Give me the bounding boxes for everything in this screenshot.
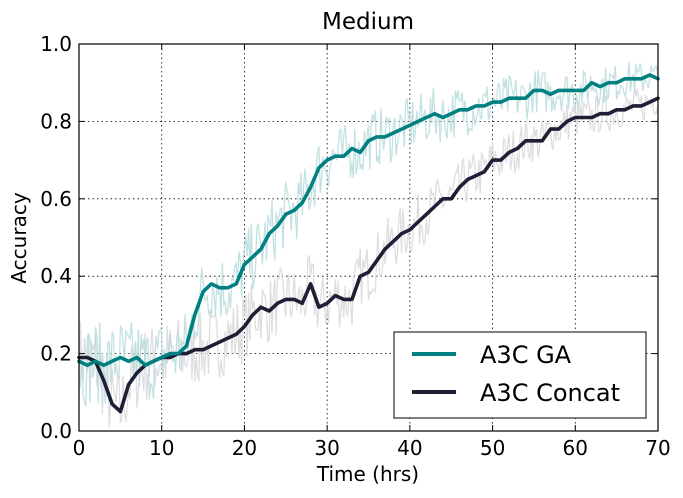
legend-label-a3c-ga: A3C GA [480,341,572,369]
axis-ticks [78,43,659,432]
x-tick-label: 50 [480,436,505,460]
x-tick-label: 30 [314,436,339,460]
plot-frame [78,43,659,432]
x-tick-label: 60 [563,436,588,460]
series-lines [77,73,660,414]
y-tick-label: 1.0 [40,32,72,56]
legend-box [393,331,647,419]
x-tick-label: 10 [149,436,174,460]
y-tick-label: 0.8 [40,109,72,133]
x-tick-label: 70 [645,436,670,460]
chart-title: Medium [322,9,414,35]
y-tick-label: 0.0 [40,419,72,443]
y-axis-label: Accuracy [7,192,31,283]
variance-band [78,61,659,407]
y-tick-label: 0.2 [40,342,72,366]
y-tick-label: 0.6 [40,187,72,211]
x-tick-label: 40 [397,436,422,460]
legend: A3C GA A3C Concat [393,331,647,419]
series-line [77,73,660,368]
x-tick-label: 20 [232,436,257,460]
legend-label-a3c-concat: A3C Concat [480,379,620,407]
tick-labels: 0 10 20 30 40 50 60 70 0.0 0.2 0.4 0.6 0.8 1.0 [40,32,671,460]
y-tick-label: 0.4 [40,264,72,288]
x-tick-label: 0 [73,436,86,460]
x-axis-label: Time (hrs) [316,462,419,486]
